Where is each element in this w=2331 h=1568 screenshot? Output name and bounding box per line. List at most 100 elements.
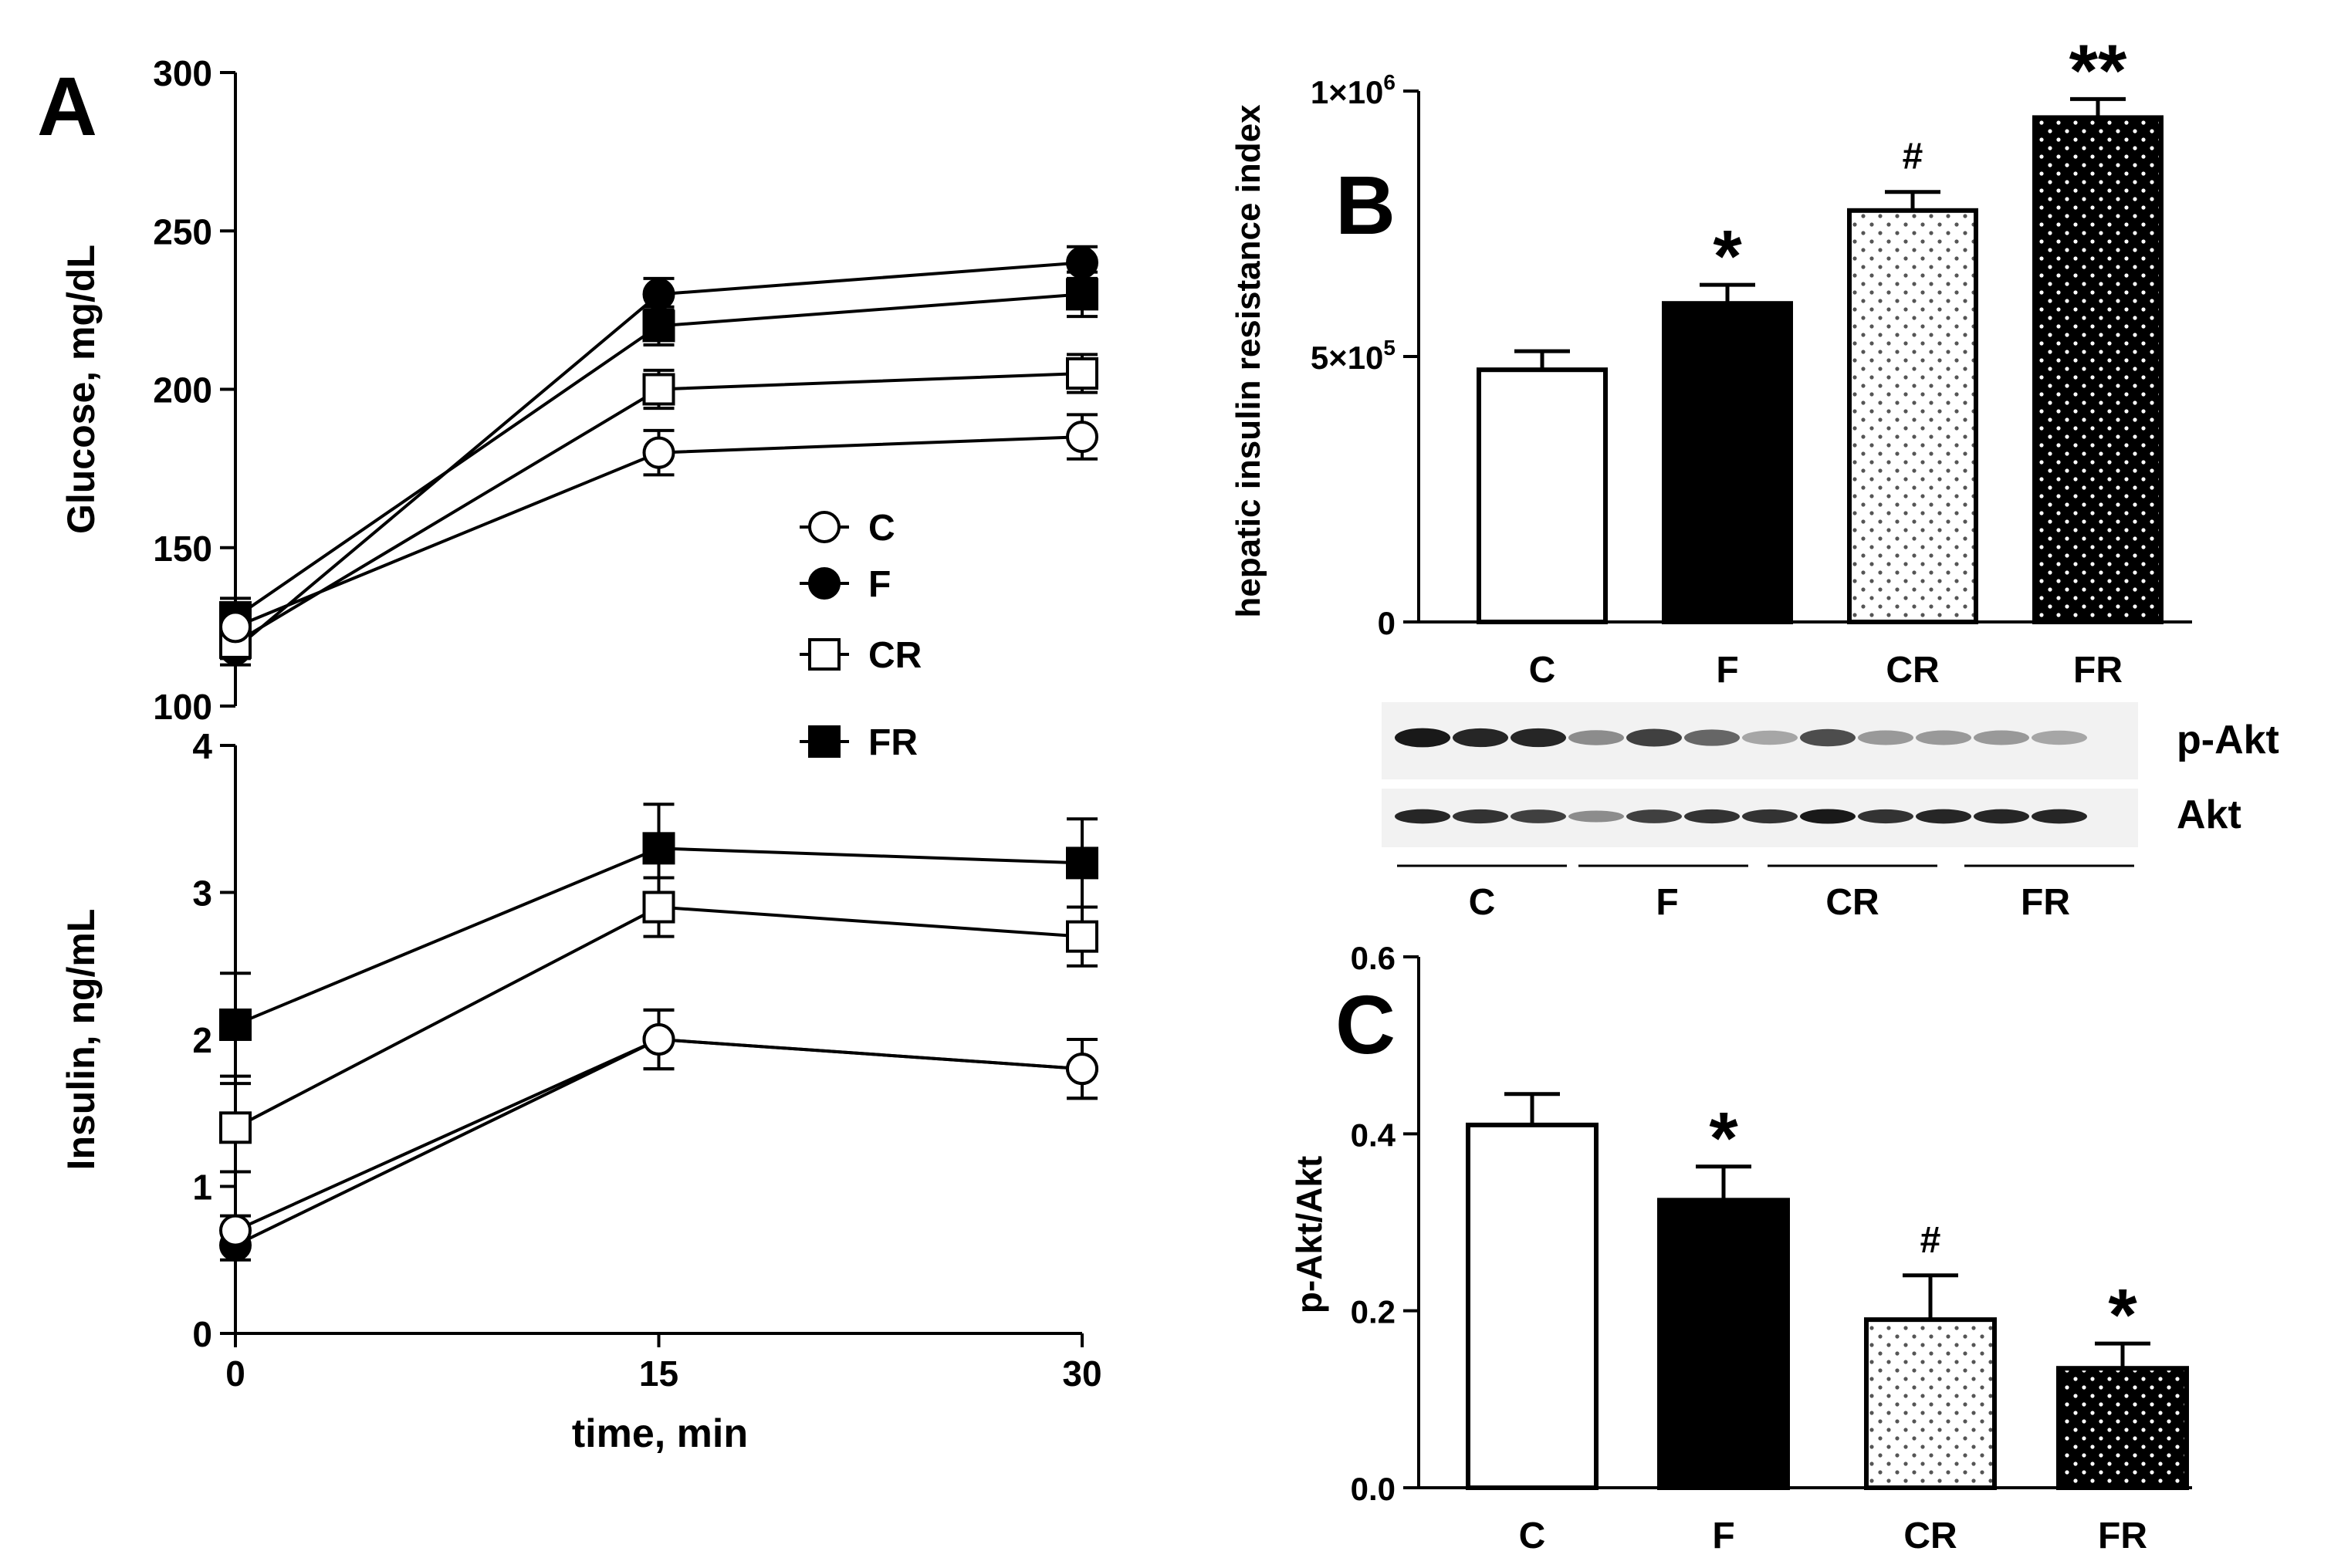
pakt-y-tick-label: 0.2 (1351, 1294, 1396, 1330)
glucose-point-f (1066, 246, 1098, 279)
western-blot: p-Akt Akt C F CR FR (1382, 702, 2279, 923)
p-akt-band (1916, 730, 1971, 745)
hepatic-y-tick-exponent: 5 (1383, 336, 1396, 360)
blot-group-label-f: F (1656, 882, 1678, 923)
hepatic-category-label-fr: FR (2073, 650, 2123, 691)
glucose-point-c (219, 610, 252, 644)
p-akt-akt-bar-chart: 0.0 0.2 0.4 0.6 p-Akt/Akt C F * CR # FR * (1289, 940, 2192, 1556)
pakt-y-tick-base: 0.4 (1351, 1117, 1396, 1153)
pakt-bar-c (1466, 1122, 1599, 1491)
insulin-point-fr (1066, 847, 1098, 880)
pakt-significance-label-cr: # (1920, 1220, 1941, 1261)
glucose-point-c (642, 436, 675, 469)
insulin-x-tick-label: 15 (639, 1353, 678, 1394)
hepatic-significance-label-fr: ** (2069, 29, 2127, 112)
hepatic-bar-cr (1847, 208, 1978, 624)
glucose-point-cr (642, 373, 675, 406)
legend-label-c: C (868, 508, 895, 549)
pakt-y-tick-base: 0.0 (1351, 1471, 1396, 1507)
insulin-x-tick-label: 30 (1062, 1353, 1101, 1394)
hepatic-y-tick-label: 1×106 (1311, 70, 1396, 110)
blot-row-label-akt: Akt (2177, 792, 2241, 837)
insulin-point-c (219, 1214, 252, 1247)
akt-band (1974, 809, 2029, 824)
p-akt-band (2032, 730, 2087, 745)
hepatic-category-label-f: F (1716, 650, 1738, 691)
insulin-line-chart: 0 1 2 3 4 Insulin, ng/mL 0 15 30 time, min (59, 726, 1102, 1456)
insulin-point-fr (642, 832, 675, 865)
akt-band (1395, 809, 1450, 824)
akt-band (1858, 809, 1913, 824)
p-akt-band (1453, 728, 1508, 748)
panel-label-a: A (37, 59, 97, 153)
pakt-y-tick-base: 0.2 (1351, 1294, 1396, 1330)
chart-legend: CF CR FR (800, 508, 922, 763)
hepatic-category-label-cr: CR (1886, 650, 1939, 691)
pakt-significance-label-f: * (1709, 1097, 1738, 1180)
blot-group-label-cr: CR (1825, 882, 1879, 923)
insulin-point-c (1066, 1053, 1098, 1086)
glucose-y-tick-label: 200 (153, 370, 212, 411)
hepatic-y-tick-label: 0 (1378, 605, 1396, 641)
panel-label-c: C (1335, 978, 1396, 1071)
legend-label-fr: FR (868, 722, 918, 763)
insulin-y-tick-label: 4 (192, 726, 212, 766)
p-akt-band (1858, 730, 1913, 745)
insulin-point-fr (219, 1008, 252, 1041)
legend-label-cr: CR (868, 635, 922, 676)
akt-band (2032, 809, 2087, 824)
p-akt-band (1684, 729, 1740, 746)
akt-band (1626, 809, 1682, 823)
glucose-y-tick-label: 300 (153, 53, 212, 93)
akt-band (1742, 809, 1798, 824)
hepatic-y-tick-label: 5×105 (1311, 336, 1396, 376)
insulin-y-tick-label: 0 (192, 1314, 212, 1354)
legend-marker-f (808, 567, 841, 600)
p-akt-band (1742, 730, 1798, 745)
p-akt-band (1568, 730, 1624, 745)
insulin-point-c (642, 1023, 675, 1056)
legend-marker-fr (808, 725, 841, 758)
hepatic-bar-fr (2032, 115, 2164, 624)
legend-label-f: F (868, 564, 891, 605)
insulin-point-cr (1066, 920, 1098, 953)
hepatic-y-tick-base: 5×10 (1311, 340, 1384, 376)
akt-band (1568, 810, 1624, 823)
akt-band (1511, 809, 1566, 823)
hepatic-insulin-resistance-bar-chart: 0 5×105 1×106 hepatic insulin resistance in… (1230, 29, 2192, 691)
insulin-y-tick-label: 1 (192, 1168, 212, 1208)
glucose-point-f (642, 278, 675, 311)
insulin-y-axis-label: Insulin, ng/mL (59, 909, 103, 1171)
hepatic-y-axis-label: hepatic insulin resistance index (1230, 104, 1267, 618)
glucose-point-fr (1066, 278, 1098, 311)
pakt-y-axis-label: p-Akt/Akt (1289, 1156, 1329, 1313)
hepatic-y-tick-base: 1×10 (1311, 74, 1384, 110)
hepatic-bar-c (1477, 367, 1608, 624)
pakt-bar-fr (2056, 1366, 2189, 1490)
pakt-bar-cr (1864, 1317, 1997, 1490)
hepatic-category-label-c: C (1529, 650, 1556, 691)
p-akt-band (1626, 728, 1682, 747)
pakt-category-label-c: C (1519, 1516, 1546, 1556)
blot-group-label-fr: FR (2021, 882, 2070, 923)
glucose-y-tick-label: 100 (153, 687, 212, 727)
pakt-bar-f (1657, 1198, 1790, 1491)
legend-marker-cr (808, 638, 841, 671)
pakt-y-tick-label: 0.4 (1351, 1117, 1396, 1153)
glucose-y-tick-label: 150 (153, 529, 212, 569)
insulin-y-tick-label: 2 (192, 1020, 212, 1060)
glucose-point-cr (1066, 357, 1098, 390)
glucose-series-line-cr (234, 371, 1083, 644)
glucose-y-tick-label: 250 (153, 211, 212, 252)
pakt-significance-label-fr: * (2108, 1274, 2137, 1357)
insulin-x-tick-label: 0 (225, 1353, 245, 1394)
akt-band (1800, 809, 1856, 824)
insulin-point-cr (642, 890, 675, 924)
akt-band (1453, 809, 1508, 824)
pakt-y-tick-label: 0.6 (1351, 940, 1396, 976)
insulin-y-tick-label: 3 (192, 874, 212, 914)
glucose-y-axis-label: Glucose, mg/dL (59, 245, 103, 534)
blot-row-label-p-akt: p-Akt (2177, 718, 2279, 762)
hepatic-significance-label-f: * (1713, 215, 1742, 298)
glucose-line-chart: 100 150 200 250 300 Glucose, mg/dL (59, 53, 1098, 727)
